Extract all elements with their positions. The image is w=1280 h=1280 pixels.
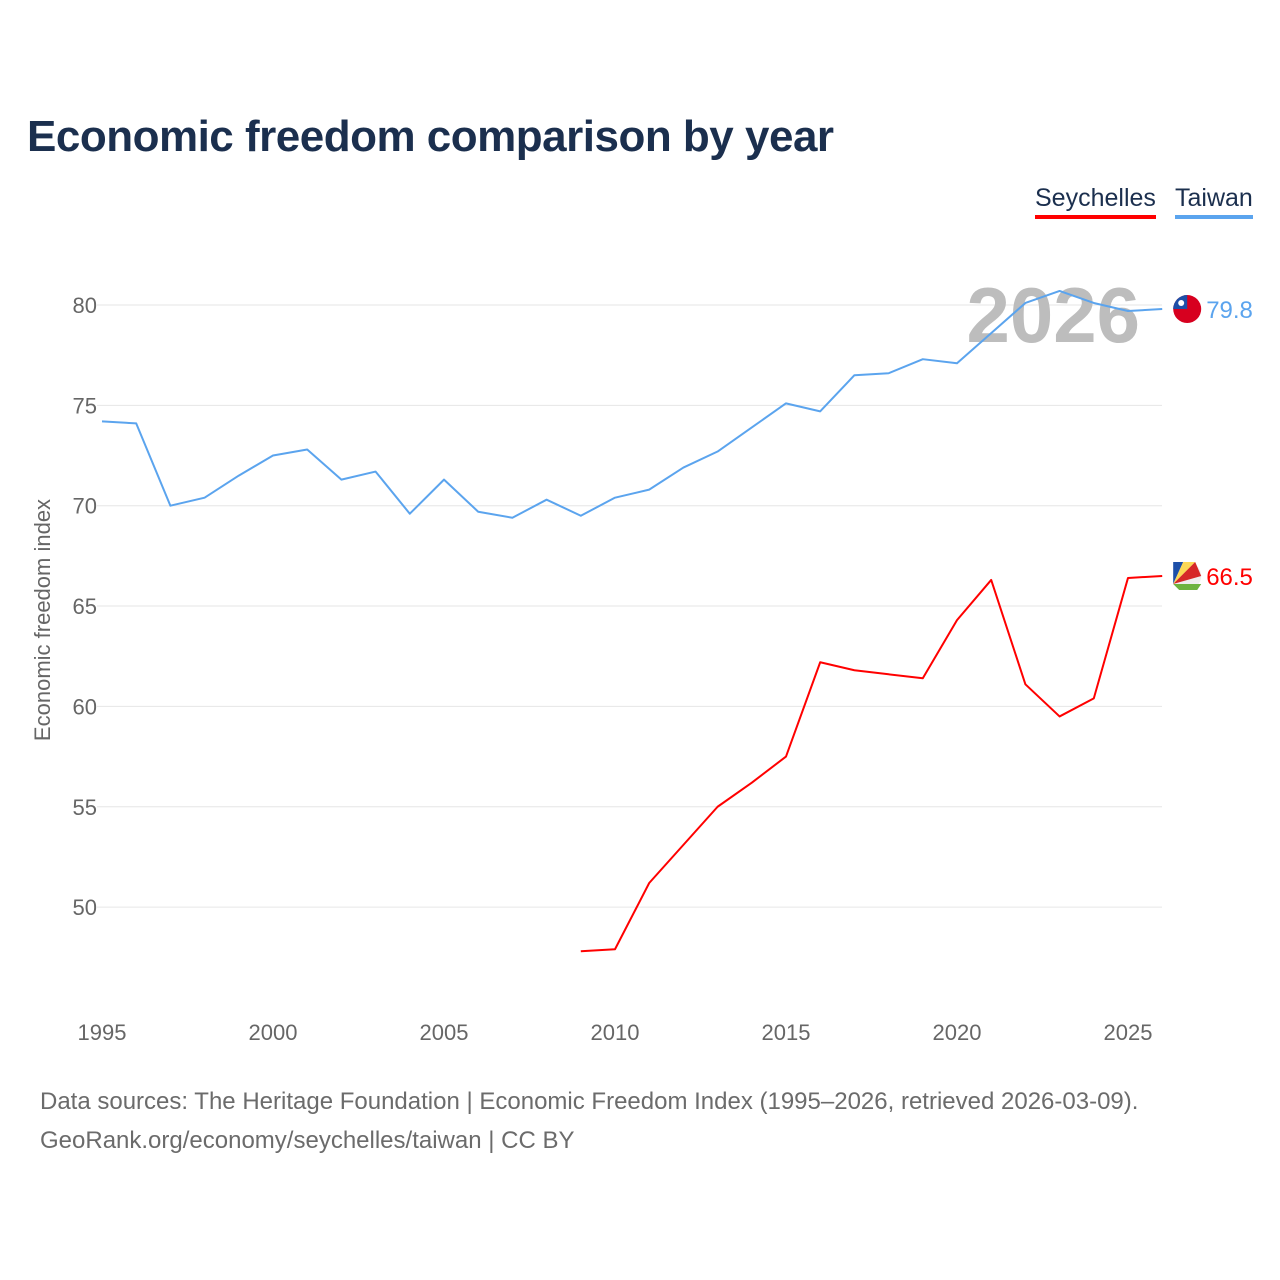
x-tick-label: 2010 [591, 1020, 640, 1045]
seychelles-flag-green [1173, 583, 1202, 590]
source-link[interactable]: GeoRank.org/economy/seychelles/taiwan | … [40, 1127, 575, 1154]
y-tick-label: 70 [73, 494, 97, 519]
year-watermark: 2026 [966, 271, 1140, 359]
y-axis-label: Economic freedom index [30, 499, 55, 741]
x-tick-label: 2005 [420, 1020, 469, 1045]
chart-title: Economic freedom comparison by year [27, 112, 834, 161]
y-tick-label: 60 [73, 694, 97, 719]
legend-taiwan[interactable]: Taiwan [1175, 184, 1253, 219]
end-value-label-taiwan: 79.8 [1206, 297, 1253, 324]
source-note: Data sources: The Heritage Foundation | … [40, 1088, 1139, 1115]
x-tick-label: 2020 [933, 1020, 982, 1045]
x-tick-label: 2025 [1104, 1020, 1153, 1045]
y-tick-label: 80 [73, 293, 97, 318]
end-value-label-seychelles: 66.5 [1206, 564, 1253, 591]
series-line-taiwan [101, 289, 1163, 519]
x-tick-label: 1995 [78, 1020, 127, 1045]
x-tick-label: 2000 [249, 1020, 298, 1045]
seychelles-flag-red [1173, 561, 1202, 584]
taiwan-flag-sun [1178, 300, 1185, 307]
legend-seychelles[interactable]: Seychelles [1035, 184, 1156, 219]
y-tick-label: 75 [73, 393, 97, 418]
y-tick-label: 55 [73, 795, 97, 820]
x-tick-label: 2015 [762, 1020, 811, 1045]
series-line-seychelles [580, 574, 1163, 953]
y-tick-label: 50 [73, 895, 97, 920]
y-tick-label: 65 [73, 594, 97, 619]
